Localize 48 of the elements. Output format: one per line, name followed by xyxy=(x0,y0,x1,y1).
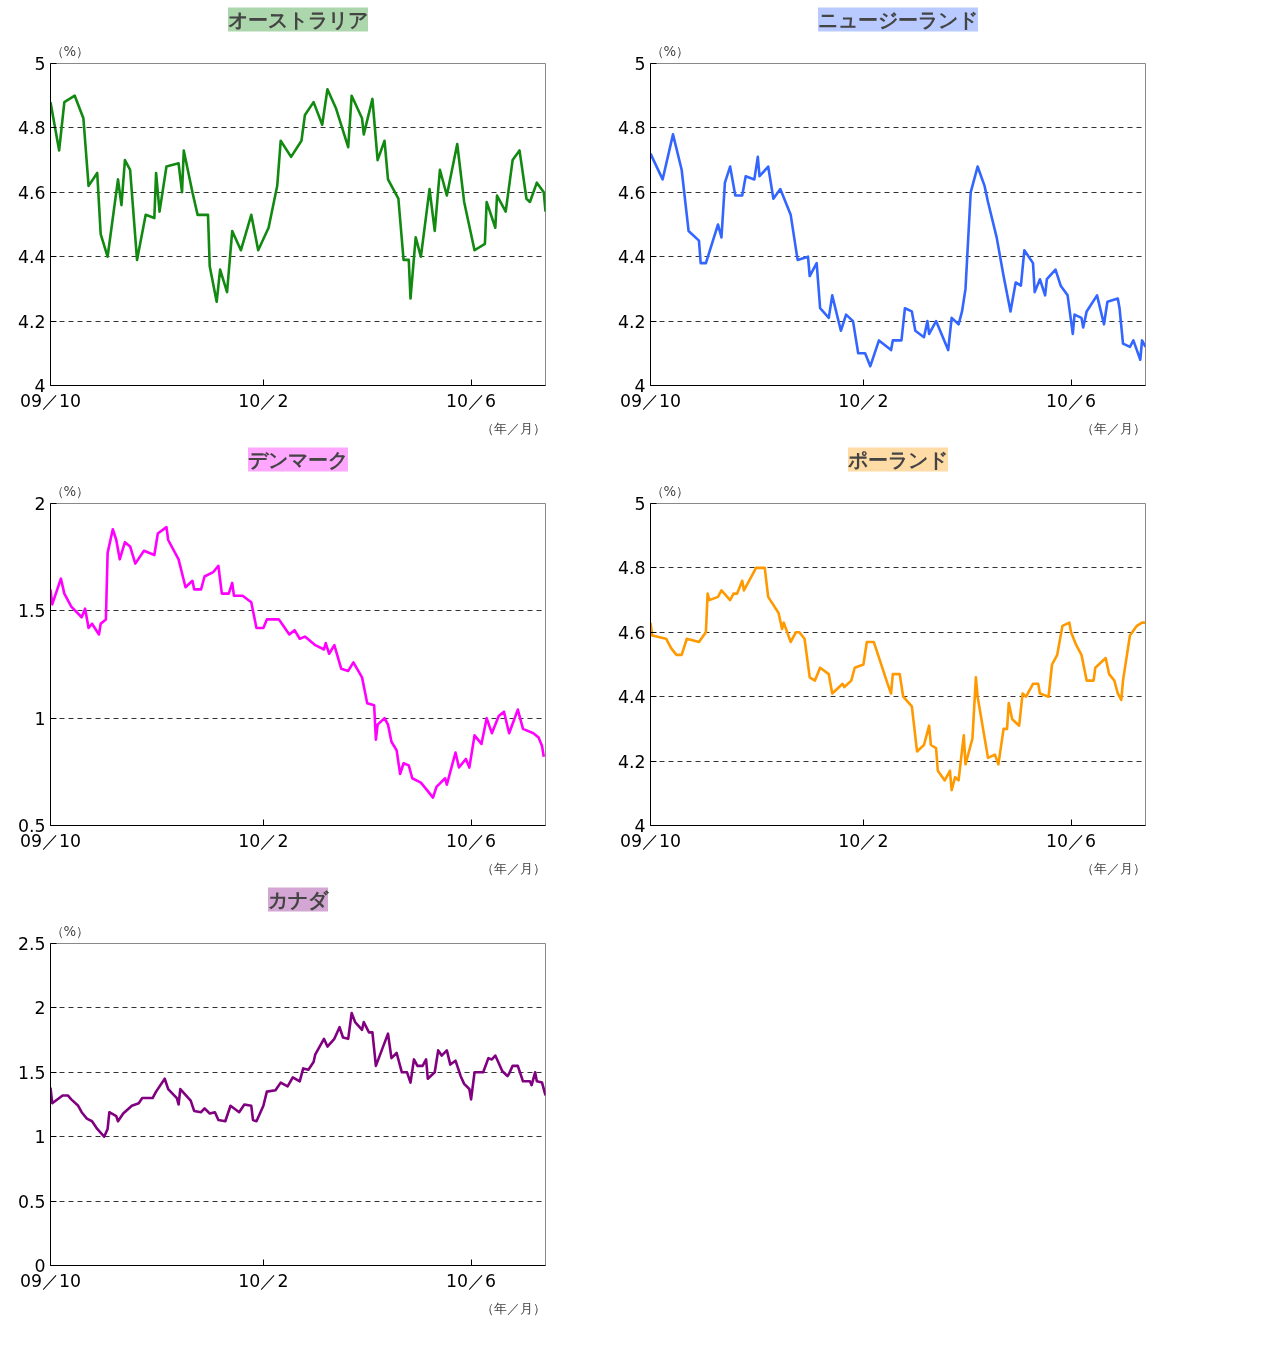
chart-title: ニュージーランド xyxy=(818,7,978,32)
y-tick-label: 1.5 xyxy=(17,601,46,622)
y-tick-label: 2.5 xyxy=(17,934,46,954)
y-tick-label: 4.6 xyxy=(617,182,646,203)
y-tick-label: 0.5 xyxy=(17,1191,46,1212)
y-tick-label: 1 xyxy=(34,1127,46,1148)
x-axis-title: （年／月） xyxy=(480,860,546,876)
x-tick-label: 10／6 xyxy=(1046,830,1097,851)
y-axis-title: （%） xyxy=(50,483,90,499)
x-tick-label: 10／6 xyxy=(446,1270,497,1291)
y-tick-label: 4.8 xyxy=(17,118,46,139)
y-axis-title: （%） xyxy=(650,43,690,59)
y-tick-label: 5 xyxy=(34,54,46,74)
y-axis-title: （%） xyxy=(650,483,690,499)
y-tick-label: 2 xyxy=(34,494,46,514)
y-tick-label: 5 xyxy=(634,54,646,74)
x-tick-label: 10／2 xyxy=(238,830,289,851)
x-axis-title: （年／月） xyxy=(480,420,546,436)
y-tick-label: 4.4 xyxy=(617,687,646,708)
y-tick-label: 1 xyxy=(34,708,46,729)
y-axis-title: （%） xyxy=(50,923,90,939)
y-tick-label: 1.5 xyxy=(17,1062,46,1083)
x-tick-label: 10／2 xyxy=(838,390,889,411)
x-axis-title: （年／月） xyxy=(1080,860,1146,876)
y-tick-label: 2 xyxy=(34,998,46,1019)
y-tick-label: 4.4 xyxy=(17,247,46,268)
x-tick-label: 10／6 xyxy=(1046,390,1097,411)
x-axis-title: （年／月） xyxy=(480,1300,546,1316)
y-tick-label: 4.8 xyxy=(617,558,646,579)
y-tick-label: 4.2 xyxy=(17,311,46,332)
x-tick-label: 10／6 xyxy=(446,830,497,851)
y-tick-label: 4.8 xyxy=(617,118,646,139)
y-tick-label: 5 xyxy=(634,494,646,514)
chart-title: ポーランド xyxy=(847,447,948,472)
x-axis-title: （年／月） xyxy=(1080,420,1146,436)
chart-title: デンマーク xyxy=(248,447,348,472)
x-tick-label: 10／6 xyxy=(446,390,497,411)
chart-title: オーストラリア xyxy=(228,7,368,32)
y-tick-label: 4.2 xyxy=(617,311,646,332)
y-tick-label: 4.2 xyxy=(617,751,646,772)
chart-title: カナダ xyxy=(268,887,329,912)
x-tick-label: 10／2 xyxy=(238,390,289,411)
y-tick-label: 4.6 xyxy=(17,182,46,203)
y-axis-title: （%） xyxy=(50,43,90,59)
y-tick-label: 4.6 xyxy=(617,622,646,643)
x-tick-label: 10／2 xyxy=(838,830,889,851)
x-tick-label: 10／2 xyxy=(238,1270,289,1291)
y-tick-label: 4.4 xyxy=(617,247,646,268)
